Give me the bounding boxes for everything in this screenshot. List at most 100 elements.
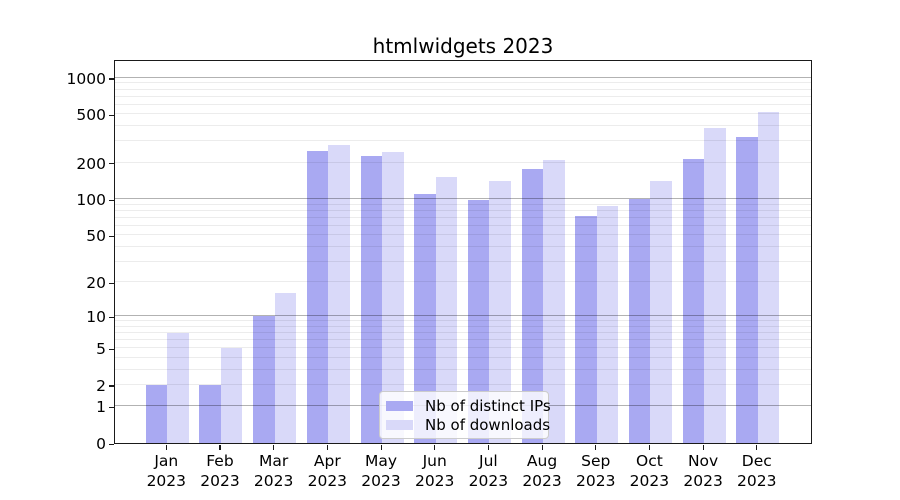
x-tick-label: Jan 2023: [146, 452, 187, 490]
bar-downloads: [220, 348, 243, 443]
gridline-minor: [115, 224, 811, 226]
gridline-minor: [115, 281, 811, 283]
gridline-minor: [115, 356, 811, 358]
x-tick-label: Oct 2023: [629, 452, 670, 490]
x-tick-mark: [595, 445, 597, 450]
x-tick-mark: [219, 445, 221, 450]
bar-distinct-ips: [360, 156, 383, 443]
y-tick-label: 50: [86, 227, 106, 246]
gridline-minor: [115, 161, 811, 163]
bar-downloads: [328, 144, 350, 443]
y-tick-mark: [109, 114, 114, 117]
x-tick-label: Sep 2023: [576, 452, 616, 490]
gridline-minor: [115, 95, 811, 97]
x-tick-label: Nov 2023: [683, 452, 723, 490]
bar-downloads: [543, 159, 565, 443]
gridline-minor: [115, 113, 811, 115]
legend-swatch: [386, 400, 413, 411]
y-tick-mark: [109, 385, 114, 387]
gridline-minor: [115, 347, 811, 349]
bar-distinct-ips: [467, 200, 490, 443]
x-tick-mark: [702, 445, 704, 450]
gridline-major: [115, 315, 811, 317]
gridline-minor: [115, 203, 811, 205]
y-tick-label: 20: [86, 274, 106, 293]
gridline-minor: [115, 103, 811, 105]
y-tick-mark: [109, 78, 114, 80]
gridline-minor: [115, 245, 811, 247]
bar-distinct-ips: [575, 215, 597, 443]
gridline-minor: [115, 325, 811, 327]
x-tick-label: Aug 2023: [522, 452, 562, 490]
gridline-minor: [115, 140, 811, 142]
bar-distinct-ips: [145, 384, 168, 443]
bar-distinct-ips: [521, 169, 544, 443]
bar-downloads: [167, 333, 189, 443]
x-tick-label: Feb 2023: [200, 452, 240, 490]
y-tick-label: 200: [76, 154, 106, 173]
gridline-minor: [115, 320, 811, 322]
x-tick-mark: [326, 445, 329, 450]
gridline-minor: [115, 82, 811, 84]
y-tick-label: 2: [96, 376, 106, 395]
y-tick-label: 1000: [66, 69, 106, 88]
x-tick-mark: [273, 445, 275, 450]
bar-distinct-ips: [736, 136, 758, 443]
y-tick-label: 0: [96, 435, 106, 453]
gridline-minor: [115, 332, 811, 334]
y-tick-mark: [109, 316, 114, 318]
x-tick-label: Mar 2023: [253, 452, 294, 490]
x-tick-label: May 2023: [361, 452, 401, 490]
y-tick-mark: [109, 348, 114, 350]
bar-distinct-ips: [628, 198, 651, 443]
bar-downloads: [489, 181, 511, 443]
bar-downloads: [382, 152, 404, 443]
bar-distinct-ips: [253, 316, 275, 443]
plot-area: [114, 60, 812, 444]
x-tick-mark: [648, 445, 651, 450]
x-tick-mark: [380, 445, 382, 450]
x-tick-mark: [165, 445, 167, 450]
y-tick-mark: [109, 199, 114, 201]
legend-label: Nb of distinct IPs: [425, 396, 551, 415]
bar-distinct-ips: [682, 159, 705, 443]
gridline-minor: [115, 88, 811, 90]
gridline-minor: [115, 368, 811, 370]
y-tick-mark: [109, 406, 114, 409]
legend-label: Nb of downloads: [425, 415, 551, 434]
y-tick-label: 500: [76, 106, 106, 125]
y-tick-mark: [109, 163, 114, 165]
gridline-minor: [115, 339, 811, 341]
y-tick-mark: [109, 235, 114, 237]
bar-downloads: [596, 206, 619, 443]
legend-item: Nb of downloads: [386, 415, 550, 434]
gridline-minor: [115, 234, 811, 236]
bar-downloads: [704, 128, 726, 443]
y-tick-label: 10: [86, 308, 106, 327]
legend-swatch: [386, 419, 413, 430]
x-tick-label: Apr 2023: [307, 452, 348, 490]
x-tick-label: Jun 2023: [414, 452, 455, 490]
bar-distinct-ips: [414, 193, 436, 443]
y-tick-label: 5: [96, 340, 106, 359]
x-tick-mark: [541, 445, 543, 450]
x-tick-mark: [756, 445, 758, 450]
gridline-minor: [115, 383, 811, 385]
y-tick-mark: [109, 282, 114, 284]
bar-downloads: [274, 293, 297, 443]
bar-distinct-ips: [306, 150, 329, 443]
gridline-major: [115, 76, 811, 78]
legend-item: Nb of distinct IPs: [386, 396, 551, 415]
x-tick-label: Jul 2023: [468, 452, 509, 490]
x-tick-mark: [487, 445, 490, 450]
bar-downloads: [757, 112, 780, 443]
gridline-major: [115, 198, 811, 200]
y-tick-mark: [109, 443, 114, 445]
bar-distinct-ips: [199, 384, 221, 443]
y-tick-label: 1: [96, 398, 106, 417]
chart-title: htmlwidgets 2023: [372, 34, 554, 58]
y-tick-label: 100: [76, 191, 106, 210]
bar-downloads: [435, 177, 458, 443]
gridline-minor: [115, 260, 811, 262]
